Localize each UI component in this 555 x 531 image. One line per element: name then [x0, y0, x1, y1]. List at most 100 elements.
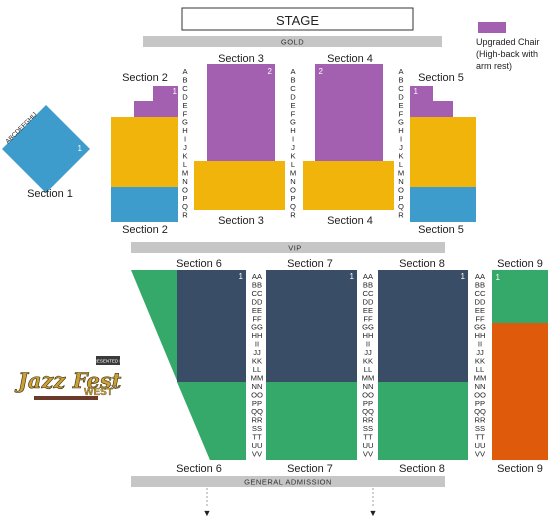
row-label: MM	[251, 373, 264, 382]
row-label: E	[398, 101, 403, 110]
row-label: I	[292, 135, 294, 144]
row-label: H	[398, 126, 403, 135]
row-label: BB	[252, 280, 262, 289]
legend-line-1: Upgraded Chair	[476, 37, 540, 47]
general-admission-bar	[131, 476, 445, 487]
row-label: JJ	[364, 348, 372, 357]
section-5-badge: 1	[414, 87, 419, 96]
row-label: SS	[363, 424, 373, 433]
section-8-front[interactable]	[378, 270, 468, 382]
section-6-top-label: Section 6	[176, 258, 222, 270]
row-label: GG	[474, 323, 486, 332]
stage-label: STAGE	[276, 13, 319, 28]
row-label: L	[291, 160, 295, 169]
row-label: M	[398, 168, 404, 177]
row-label: HH	[252, 331, 263, 340]
section-7-back[interactable]	[266, 382, 357, 460]
section-6-badge: 1	[239, 272, 244, 281]
row-label: CC	[252, 289, 263, 298]
logo-underline	[34, 396, 98, 400]
section-2-main[interactable]	[111, 117, 178, 187]
row-label: J	[399, 143, 403, 152]
section-2-bottom-label: Section 2	[122, 224, 168, 236]
section-9-bottom-label: Section 9	[497, 463, 543, 475]
section-6-front[interactable]	[177, 270, 246, 382]
row-label: LL	[253, 365, 261, 374]
section-5-bottom-label: Section 5	[418, 224, 464, 236]
row-label: SS	[475, 424, 485, 433]
row-label: A	[290, 67, 296, 76]
row-label: H	[182, 126, 187, 135]
section-3-upgraded[interactable]	[207, 64, 275, 161]
row-label: OO	[251, 390, 263, 399]
section-2-lower[interactable]	[111, 187, 178, 222]
logo-year: 2.0	[110, 385, 117, 391]
section-8-back[interactable]	[378, 382, 468, 460]
row-label: C	[182, 84, 188, 93]
section-7-badge: 1	[350, 272, 355, 281]
row-label: P	[398, 194, 403, 203]
section-9-green[interactable]	[492, 270, 548, 323]
gold-bar	[143, 36, 442, 47]
row-label: CC	[475, 289, 486, 298]
row-label: P	[182, 194, 187, 203]
row-label: NN	[475, 382, 486, 391]
section-1-block[interactable]	[2, 105, 90, 193]
section-4-main[interactable]	[303, 161, 394, 210]
section-7-bottom-label: Section 7	[287, 463, 333, 475]
section-3-main[interactable]	[194, 161, 285, 210]
row-label: PP	[363, 399, 373, 408]
section-9-orange[interactable]	[492, 323, 548, 460]
row-label: I	[184, 135, 186, 144]
section-1-badge: 1	[78, 144, 83, 153]
row-label: A	[182, 67, 188, 76]
row-label: KK	[475, 357, 485, 366]
row-label: O	[290, 185, 296, 194]
row-label: TT	[252, 433, 262, 442]
section-6-bottom-label: Section 6	[176, 463, 222, 475]
section-9-badge: 1	[496, 273, 501, 282]
section-5-lower[interactable]	[410, 187, 476, 222]
row-label: R	[290, 211, 296, 220]
gold-label: GOLD	[281, 38, 304, 47]
section-7-front[interactable]	[266, 270, 357, 382]
section-3-badge: 2	[268, 67, 273, 76]
row-label: LL	[364, 365, 372, 374]
row-label: Q	[290, 202, 296, 211]
row-label: GG	[362, 323, 374, 332]
section-5-main[interactable]	[410, 117, 476, 187]
row-label: D	[398, 92, 404, 101]
row-label: L	[399, 160, 403, 169]
row-label: DD	[252, 297, 263, 306]
section-4-bottom-label: Section 4	[327, 215, 373, 227]
section-2-upgraded[interactable]	[134, 86, 178, 117]
row-label: I	[400, 135, 402, 144]
row-label: J	[291, 143, 295, 152]
row-label: RR	[252, 416, 263, 425]
row-label: OO	[362, 390, 374, 399]
row-label: LL	[476, 365, 484, 374]
row-label: K	[290, 152, 295, 161]
row-label: VV	[475, 449, 486, 458]
row-label: NN	[363, 382, 374, 391]
row-label: UU	[363, 441, 374, 450]
row-label: DD	[475, 297, 486, 306]
section-7-top-label: Section 7	[287, 258, 333, 270]
vip-label: VIP	[288, 244, 302, 253]
legend-swatch	[478, 22, 506, 33]
section-6-back[interactable]	[177, 382, 246, 460]
vip-bar	[131, 242, 445, 253]
row-label: II	[478, 340, 482, 349]
row-label: PP	[475, 399, 485, 408]
row-label: G	[182, 118, 188, 127]
row-label: M	[290, 168, 296, 177]
row-label: E	[182, 101, 187, 110]
legend-line-2: (High-back with	[476, 49, 538, 59]
section-8-top-label: Section 8	[399, 258, 445, 270]
stage-box	[181, 7, 414, 31]
section-5-upgraded[interactable]	[410, 86, 453, 117]
section-5-top-label: Section 5	[418, 72, 464, 84]
section-4-upgraded[interactable]	[315, 64, 383, 161]
